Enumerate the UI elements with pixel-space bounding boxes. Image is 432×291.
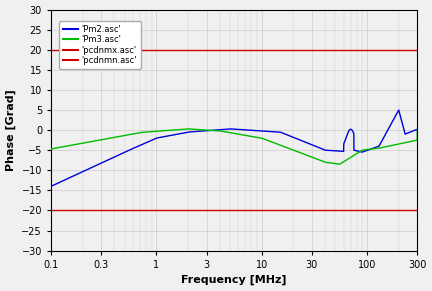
X-axis label: Frequency [MHz]: Frequency [MHz] bbox=[181, 275, 287, 285]
Legend: 'Pm2.asc', 'Pm3.asc', 'pcdnmx.asc', 'pcdnmn.asc': 'Pm2.asc', 'Pm3.asc', 'pcdnmx.asc', 'pcd… bbox=[59, 21, 141, 69]
Y-axis label: Phase [Grad]: Phase [Grad] bbox=[6, 89, 16, 171]
